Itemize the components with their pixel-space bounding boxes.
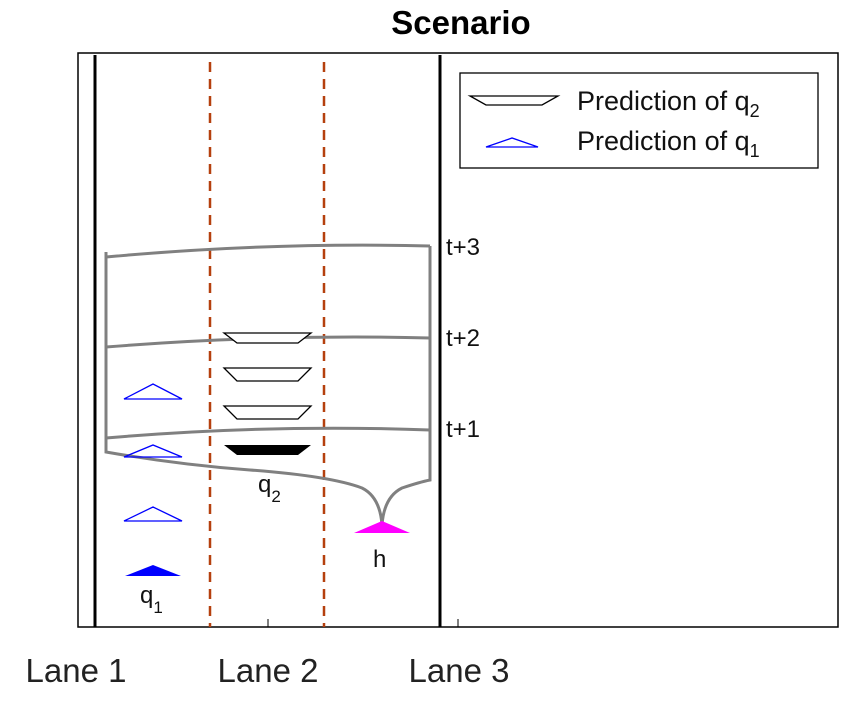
reachable-boundary-t3 <box>105 243 431 259</box>
q2-label: q2 <box>258 471 281 506</box>
x-ticks <box>267 619 459 627</box>
q1-prediction-icon <box>123 506 183 522</box>
time-label-t3: t+3 <box>446 234 480 261</box>
q2-predictions <box>222 332 313 420</box>
q1-label: q1 <box>140 582 163 617</box>
q2-vehicle-icon <box>224 445 311 455</box>
legend-label-q2: Prediction of q2 <box>577 86 760 121</box>
q1-vehicle-icon <box>125 565 181 576</box>
q2-prediction-icon <box>222 332 313 344</box>
reachable-boundary-t1 <box>105 426 431 440</box>
reachable-set-outline <box>104 246 432 526</box>
q2-prediction-icon <box>222 367 313 382</box>
q1-prediction-icon <box>123 383 183 400</box>
q2-prediction-icon <box>222 405 313 420</box>
legend-label-q1: Prediction of q1 <box>577 126 760 161</box>
x-tick-label-lane-1: Lane 1 <box>26 652 127 689</box>
trapezoid-outline-icon <box>467 95 561 106</box>
figure-title: Scenario <box>391 4 530 41</box>
x-tick-label-lane-3: Lane 3 <box>409 652 510 689</box>
time-label-t2: t+2 <box>446 325 480 352</box>
q1-prediction-icon <box>123 444 183 458</box>
h-vehicle-icon <box>354 521 410 533</box>
reachable-set <box>104 243 432 526</box>
q1-predictions <box>123 383 183 522</box>
legend: Prediction of q2 Prediction of q1 <box>459 72 819 169</box>
h-label: h <box>373 546 386 573</box>
legend-box <box>459 72 819 169</box>
triangle-outline-icon <box>485 137 539 148</box>
time-label-t1: t+1 <box>446 416 480 443</box>
x-tick-label-lane-2: Lane 2 <box>218 652 319 689</box>
